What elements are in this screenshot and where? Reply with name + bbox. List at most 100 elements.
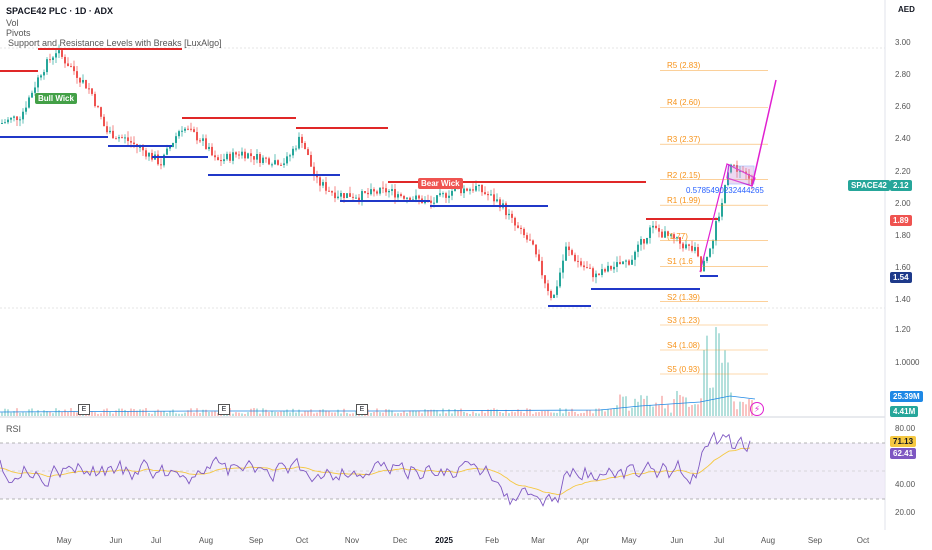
candle-body bbox=[487, 194, 489, 196]
volume-bar bbox=[247, 412, 249, 416]
earnings-marker[interactable]: E bbox=[78, 404, 90, 415]
candle-body bbox=[409, 197, 411, 202]
candle-body bbox=[58, 50, 60, 54]
volume-bar bbox=[73, 411, 75, 416]
candle-body bbox=[676, 237, 678, 239]
candle-body bbox=[691, 245, 693, 251]
earnings-marker[interactable]: E bbox=[218, 404, 230, 415]
candle-body bbox=[472, 189, 474, 191]
volume-bar bbox=[289, 412, 291, 416]
time-tick: 2025 bbox=[435, 536, 453, 545]
candle-body bbox=[601, 269, 603, 275]
volume-bar bbox=[415, 410, 417, 416]
volume-bar bbox=[25, 412, 27, 416]
rsi-tag: 62.41 bbox=[890, 448, 917, 459]
volume-bar bbox=[433, 409, 435, 416]
volume-bar bbox=[22, 412, 24, 416]
earnings-marker[interactable]: E bbox=[356, 404, 368, 415]
candle-body bbox=[220, 160, 222, 162]
candle-body bbox=[157, 154, 159, 165]
volume-bar bbox=[580, 413, 582, 416]
volume-bar bbox=[595, 408, 597, 416]
volume-bar bbox=[376, 408, 378, 416]
volume-bar bbox=[427, 410, 429, 416]
candle-body bbox=[604, 269, 606, 272]
volume-bar bbox=[124, 409, 126, 416]
candle-body bbox=[313, 166, 315, 176]
last-price-tag: 2.12 bbox=[890, 180, 912, 191]
candle-body bbox=[493, 194, 495, 202]
candle-body bbox=[49, 59, 51, 61]
volume-bar bbox=[46, 411, 48, 416]
candle-body bbox=[268, 158, 270, 165]
currency-label[interactable]: AED bbox=[898, 5, 915, 14]
candle-body bbox=[580, 261, 582, 266]
volume-bar bbox=[622, 396, 624, 416]
lightning-icon[interactable]: ⚡ bbox=[750, 402, 764, 416]
volume-bar bbox=[589, 410, 591, 416]
volume-bar bbox=[448, 409, 450, 416]
pivots-indicator-label[interactable]: Pivots bbox=[6, 28, 31, 38]
volume-bar bbox=[613, 408, 615, 416]
candle-body bbox=[343, 193, 345, 199]
volume-bar bbox=[487, 409, 489, 416]
volume-bar bbox=[451, 413, 453, 416]
candle-body bbox=[712, 240, 714, 249]
volume-ma-tag: 4.41M bbox=[890, 406, 919, 417]
candle-body bbox=[643, 239, 645, 244]
volume-bar bbox=[649, 404, 651, 416]
volume-bar bbox=[346, 412, 348, 416]
time-tick: Aug bbox=[198, 536, 214, 545]
candle-body bbox=[64, 56, 66, 64]
candle-body bbox=[577, 260, 579, 262]
candle-body bbox=[613, 266, 615, 270]
volume-bar bbox=[304, 411, 306, 416]
candle-body bbox=[181, 130, 183, 132]
candle-body bbox=[199, 140, 201, 142]
symbol-title[interactable]: SPACE42 PLC · 1D · ADX bbox=[6, 6, 114, 16]
volume-bar bbox=[325, 410, 327, 416]
candle-body bbox=[229, 153, 231, 161]
volume-bar bbox=[142, 409, 144, 416]
rsi-indicator-label[interactable]: RSI bbox=[6, 424, 22, 434]
candle-body bbox=[499, 199, 501, 208]
price-tick: 2.40 bbox=[895, 134, 911, 144]
time-tick: Oct bbox=[856, 536, 870, 545]
volume-bar bbox=[679, 394, 681, 416]
candle-body bbox=[331, 190, 333, 193]
candle-body bbox=[592, 268, 594, 278]
pivot-label: R2 (2.15) bbox=[667, 170, 701, 180]
price-tick: 2.00 bbox=[895, 198, 911, 208]
candle-body bbox=[289, 155, 291, 157]
volume-bar bbox=[133, 409, 135, 416]
volume-bar bbox=[229, 408, 231, 416]
sr-indicator-label[interactable]: Support and Resistance Levels with Break… bbox=[8, 38, 222, 48]
volume-bar bbox=[379, 412, 381, 416]
volume-bar bbox=[634, 398, 636, 416]
candle-body bbox=[97, 106, 99, 108]
candle-body bbox=[376, 191, 378, 194]
volume-bar bbox=[493, 408, 495, 416]
volume-bar bbox=[526, 408, 528, 416]
candle-body bbox=[547, 283, 549, 292]
candle-body bbox=[355, 197, 357, 199]
volume-bar bbox=[40, 413, 42, 416]
candle-body bbox=[520, 227, 522, 229]
volume-bar bbox=[265, 409, 267, 416]
candle-body bbox=[190, 128, 192, 130]
candle-body bbox=[217, 157, 219, 161]
volume-bar bbox=[211, 411, 213, 416]
volume-bar bbox=[250, 408, 252, 416]
rsi-band-fill bbox=[0, 443, 885, 499]
volume-bar bbox=[277, 412, 279, 416]
volume-bar bbox=[619, 394, 621, 416]
volume-bar bbox=[499, 411, 501, 416]
volume-bar bbox=[34, 412, 36, 416]
candle-body bbox=[481, 184, 483, 193]
pivot-label: (1.77) bbox=[667, 231, 688, 241]
volume-indicator-label[interactable]: Vol bbox=[6, 18, 19, 28]
candle-body bbox=[436, 195, 438, 203]
candle-body bbox=[709, 248, 711, 257]
candle-body bbox=[46, 59, 48, 73]
